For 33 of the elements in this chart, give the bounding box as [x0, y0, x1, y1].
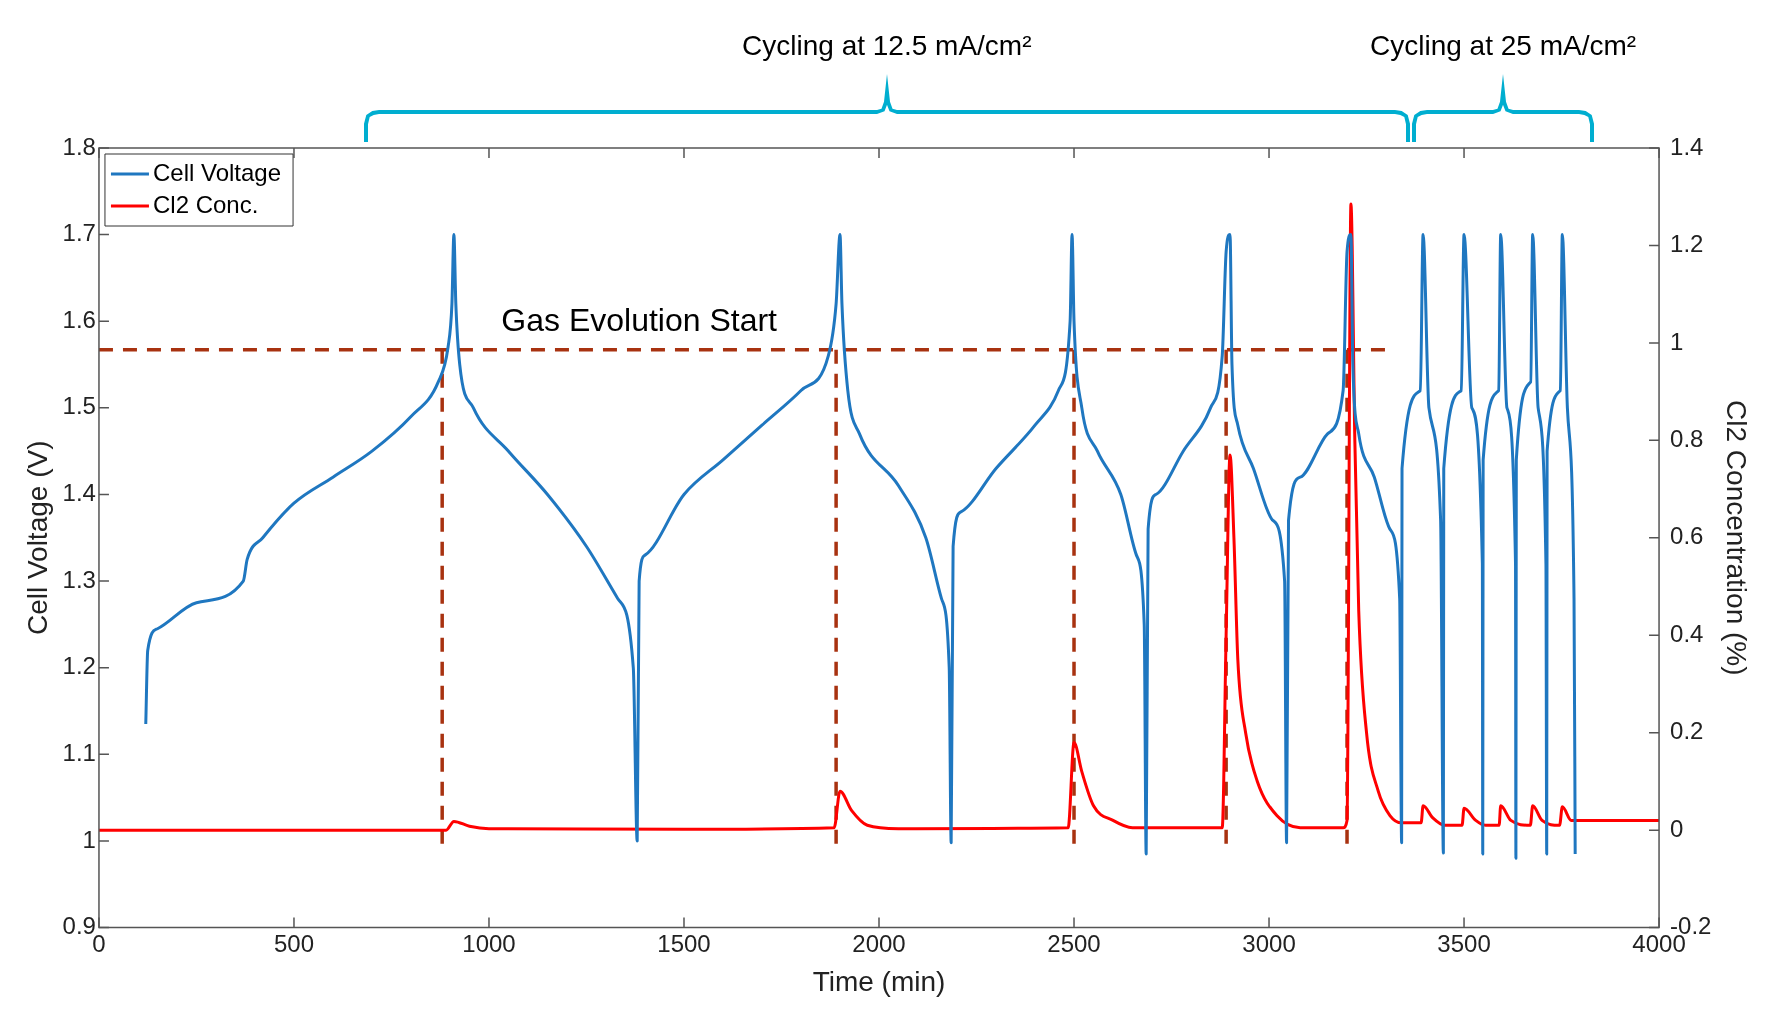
text: Cycling at 25 mA/cm² — [1369, 30, 1638, 62]
y-tick-label: 1.2 — [62, 652, 96, 680]
y2-tick-label: 0 — [1670, 814, 1684, 842]
y2-axis-title: Cl2 Concentration (%) — [1721, 400, 1753, 676]
text: Cycling at 12.5 mA/cm² — [741, 30, 1033, 62]
x-tick-label: 1000 — [462, 929, 516, 957]
x-tick-label: 3500 — [1437, 929, 1491, 957]
x-tick-label: 3000 — [1242, 929, 1296, 957]
legend-label: Cell Voltage — [152, 158, 282, 186]
y2-tick-label: 1.4 — [1670, 132, 1704, 160]
x-tick-label: 1500 — [657, 929, 711, 957]
y-tick-label: 1.3 — [62, 565, 96, 593]
y-tick-label: 1.7 — [62, 219, 96, 247]
x-tick-label: 2500 — [1047, 929, 1101, 957]
y-tick-label: 1.8 — [62, 132, 96, 160]
y-tick-label: 1.5 — [62, 392, 96, 420]
y-tick-label: 1.1 — [62, 738, 96, 766]
x-tick-label: 2000 — [852, 929, 906, 957]
y2-tick-label: 1.2 — [1670, 230, 1704, 258]
x-axis-title: Time (min) — [812, 965, 946, 997]
y-axis-title: Cell Voltage (V) — [21, 440, 53, 636]
y2-tick-label: 1 — [1670, 327, 1684, 355]
x-tick-label: 500 — [273, 929, 314, 957]
y-tick-label: 1.6 — [62, 305, 96, 333]
y2-tick-label: 0.4 — [1670, 619, 1704, 647]
y2-tick-label: 0.6 — [1670, 522, 1704, 550]
legend-label: Cl2 Conc. — [152, 190, 259, 218]
line-series — [144, 233, 1577, 860]
y-tick-label: 1 — [82, 825, 96, 853]
y-tick-label: 1.4 — [62, 479, 96, 507]
y2-tick-label: 0.8 — [1670, 424, 1704, 452]
ref-line-label: Gas Evolution Start — [501, 301, 778, 338]
y2-tick-label: 0.2 — [1670, 717, 1704, 745]
